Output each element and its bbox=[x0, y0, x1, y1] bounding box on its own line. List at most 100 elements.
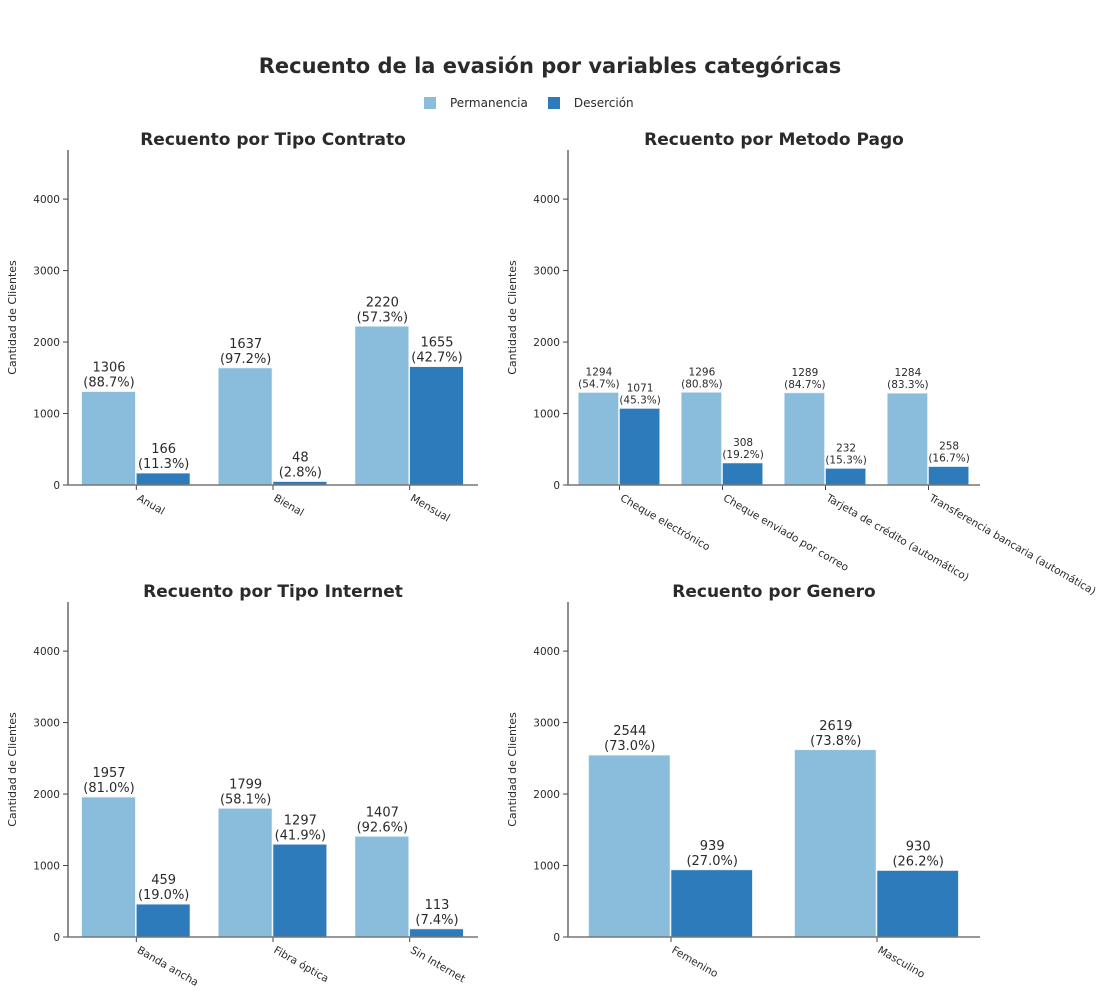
data-label-value: 1294 bbox=[586, 367, 613, 379]
y-tick-label: 1000 bbox=[33, 861, 60, 873]
bar-permanencia bbox=[783, 392, 825, 486]
bar-permanencia bbox=[680, 392, 722, 486]
data-label-value: 1407 bbox=[366, 805, 399, 820]
data-label-value: 1289 bbox=[792, 367, 819, 379]
data-label-percent: (2.8%) bbox=[279, 466, 322, 481]
data-label-percent: (45.3%) bbox=[619, 394, 661, 406]
legend-item-desercion[interactable]: Deserción bbox=[547, 96, 634, 110]
data-label-percent: (42.7%) bbox=[411, 351, 462, 366]
y-tick-label: 0 bbox=[553, 932, 560, 944]
bar-permanencia bbox=[588, 754, 671, 938]
legend-item-permanencia[interactable]: Permanencia bbox=[424, 96, 528, 110]
data-label-value: 1637 bbox=[229, 337, 262, 352]
legend-label: Permanencia bbox=[450, 96, 528, 110]
x-tick-label: Bienal bbox=[272, 492, 306, 519]
bar-permanencia bbox=[354, 326, 409, 486]
bar-desercion bbox=[409, 366, 464, 486]
data-label-percent: (81.0%) bbox=[83, 781, 134, 796]
bar-permanencia bbox=[354, 836, 409, 938]
bar-permanencia bbox=[218, 808, 273, 938]
data-label-percent: (11.3%) bbox=[138, 457, 189, 472]
bar-desercion bbox=[136, 472, 191, 486]
data-label-value: 2544 bbox=[613, 724, 646, 739]
x-tick-label: Anual bbox=[135, 492, 167, 517]
x-tick-label: Banda ancha bbox=[135, 944, 200, 989]
data-label-percent: (19.2%) bbox=[722, 449, 764, 461]
data-label-value: 48 bbox=[292, 451, 309, 466]
data-label-percent: (19.0%) bbox=[138, 888, 189, 903]
data-label-value: 1296 bbox=[689, 366, 716, 378]
data-label-percent: (73.0%) bbox=[604, 739, 655, 754]
legend-swatch-desercion bbox=[547, 97, 560, 109]
bar-permanencia bbox=[81, 796, 136, 938]
data-label-value: 232 bbox=[836, 442, 856, 454]
x-tick-label: Cheque electrónico bbox=[618, 492, 712, 553]
data-label-percent: (16.7%) bbox=[928, 453, 970, 465]
data-label-value: 1799 bbox=[229, 777, 262, 792]
y-axis-label: Cantidad de Clientes bbox=[6, 260, 19, 375]
subplot-title: Recuento por Tipo Contrato bbox=[140, 130, 406, 150]
legend: Permanencia Deserción bbox=[424, 96, 654, 110]
bar-permanencia bbox=[886, 392, 928, 486]
y-tick-label: 0 bbox=[53, 480, 60, 492]
data-label-percent: (27.0%) bbox=[686, 854, 737, 869]
data-label-percent: (41.9%) bbox=[275, 828, 326, 843]
data-label-percent: (80.8%) bbox=[681, 378, 723, 390]
data-label-value: 1284 bbox=[895, 367, 922, 379]
y-tick-label: 4000 bbox=[33, 646, 60, 658]
bar-desercion bbox=[670, 869, 753, 938]
y-axis-label: Cantidad de Clientes bbox=[506, 260, 519, 375]
data-label-percent: (7.4%) bbox=[415, 913, 458, 928]
data-label-percent: (83.3%) bbox=[887, 379, 929, 391]
bar-desercion bbox=[722, 462, 764, 486]
data-label-percent: (92.6%) bbox=[357, 820, 408, 835]
data-label-value: 166 bbox=[151, 442, 176, 457]
bar-permanencia bbox=[794, 749, 877, 938]
data-label-percent: (97.2%) bbox=[220, 352, 271, 367]
data-label-value: 1306 bbox=[92, 361, 125, 376]
data-label-percent: (57.3%) bbox=[357, 310, 408, 325]
data-label-value: 308 bbox=[733, 437, 753, 449]
bar-permanencia bbox=[81, 391, 136, 486]
data-label-percent: (26.2%) bbox=[892, 855, 943, 870]
subplot-title: Recuento por Metodo Pago bbox=[644, 130, 904, 150]
data-label-value: 1655 bbox=[420, 336, 453, 351]
x-tick-label: Mensual bbox=[408, 492, 452, 524]
legend-swatch-permanencia bbox=[424, 97, 436, 109]
y-tick-label: 2000 bbox=[533, 337, 560, 349]
y-tick-label: 1000 bbox=[533, 409, 560, 421]
y-tick-label: 2000 bbox=[33, 337, 60, 349]
bar-desercion bbox=[619, 408, 661, 486]
data-label-value: 2619 bbox=[819, 719, 852, 734]
y-tick-label: 1000 bbox=[33, 409, 60, 421]
y-tick-label: 2000 bbox=[533, 789, 560, 801]
y-tick-label: 2000 bbox=[33, 789, 60, 801]
data-label-value: 1071 bbox=[627, 382, 654, 394]
x-tick-label: Transferencia bancaria (automática) bbox=[926, 492, 1098, 598]
y-tick-label: 3000 bbox=[33, 266, 60, 278]
y-axis-label: Cantidad de Clientes bbox=[6, 712, 19, 827]
data-label-percent: (73.8%) bbox=[810, 734, 861, 749]
y-tick-label: 3000 bbox=[533, 718, 560, 730]
y-tick-label: 1000 bbox=[533, 861, 560, 873]
bar-desercion bbox=[928, 466, 970, 486]
bar-permanencia bbox=[577, 392, 619, 486]
y-tick-label: 0 bbox=[553, 480, 560, 492]
subplot-title: Recuento por Tipo Internet bbox=[143, 582, 403, 602]
bar-permanencia bbox=[218, 367, 273, 486]
y-tick-label: 3000 bbox=[33, 718, 60, 730]
y-tick-label: 4000 bbox=[33, 194, 60, 206]
x-tick-label: Sin Internet bbox=[408, 944, 467, 985]
data-label-value: 939 bbox=[700, 839, 725, 854]
data-label-percent: (15.3%) bbox=[825, 454, 867, 466]
data-label-value: 2220 bbox=[366, 295, 399, 310]
y-axis-label: Cantidad de Clientes bbox=[506, 712, 519, 827]
data-label-value: 1957 bbox=[92, 766, 125, 781]
legend-label: Deserción bbox=[573, 96, 634, 110]
x-tick-label: Femenino bbox=[670, 944, 720, 980]
bar-desercion bbox=[876, 870, 959, 938]
subplot-title: Recuento por Genero bbox=[672, 582, 876, 602]
data-label-percent: (88.7%) bbox=[83, 376, 134, 391]
y-tick-label: 4000 bbox=[533, 646, 560, 658]
